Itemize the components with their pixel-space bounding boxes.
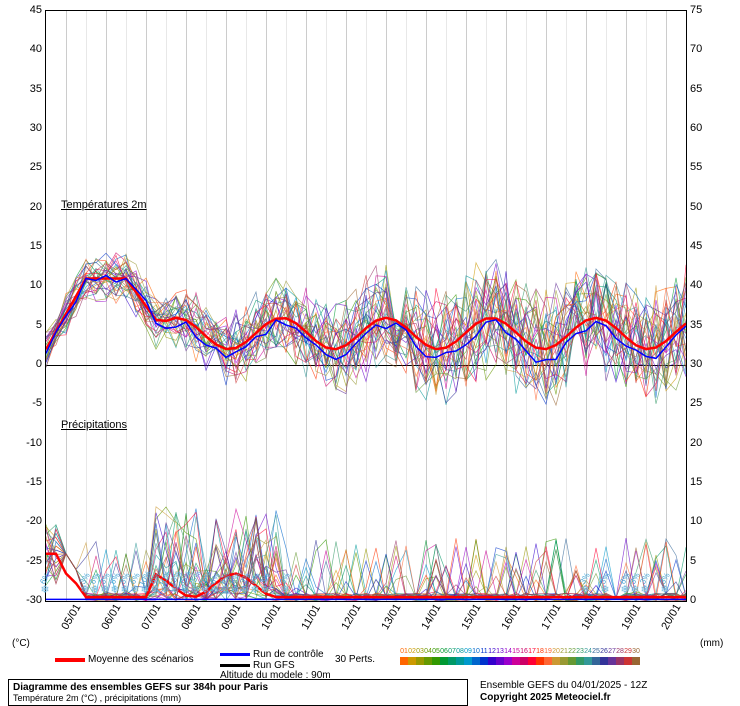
info-subtitle: Température 2m (°C) , précipitations (mm… xyxy=(13,693,463,703)
xtick: 16/01 xyxy=(499,602,523,632)
xtick: 11/01 xyxy=(299,603,323,632)
ytick-left: 45 xyxy=(30,4,42,16)
run-label: Ensemble GEFS du 04/01/2025 - 12Z xyxy=(480,680,647,691)
legend-mean-label: Moyenne des scénarios xyxy=(88,654,194,665)
precip-section-label: Précipitations xyxy=(61,419,127,431)
ytick-right: 55 xyxy=(690,161,702,173)
pert-numbers: 0102030405060708091011121314151617181920… xyxy=(400,648,640,655)
xtick: 14/01 xyxy=(419,602,443,632)
legend-control: Run de contrôle xyxy=(220,649,324,660)
temp-section-label: Températures 2m xyxy=(61,199,147,211)
ytick-left: 15 xyxy=(30,240,42,252)
xtick: 19/01 xyxy=(619,602,643,632)
ytick-left: -15 xyxy=(26,476,42,488)
xtick: 05/01 xyxy=(59,602,83,632)
ytick-right: 45 xyxy=(690,240,702,252)
legend-control-label: Run de contrôle xyxy=(253,649,324,660)
ytick-left: 35 xyxy=(30,83,42,95)
xtick: 17/01 xyxy=(539,602,563,632)
xtick: 18/01 xyxy=(579,602,603,632)
xtick: 07/01 xyxy=(139,602,163,632)
ytick-right: 20 xyxy=(690,437,702,449)
xtick: 10/01 xyxy=(259,602,283,632)
ytick-left: 40 xyxy=(30,43,42,55)
ytick-right: 70 xyxy=(690,43,702,55)
right-axis-unit: (mm) xyxy=(700,638,723,649)
ytick-right: 75 xyxy=(690,4,702,16)
xtick: 12/01 xyxy=(339,602,363,632)
ytick-left: -25 xyxy=(26,555,42,567)
xtick: 15/01 xyxy=(459,602,483,632)
xtick: 13/01 xyxy=(379,602,403,632)
ytick-right: 10 xyxy=(690,515,702,527)
ytick-right: 15 xyxy=(690,476,702,488)
ytick-right: 0 xyxy=(690,594,696,606)
ytick-right: 60 xyxy=(690,122,702,134)
ytick-left: 10 xyxy=(30,279,42,291)
info-title: Diagramme des ensembles GEFS sur 384h po… xyxy=(13,682,463,693)
left-axis-unit: (°C) xyxy=(12,638,30,649)
xtick: 08/01 xyxy=(179,602,203,632)
xtick: 09/01 xyxy=(219,602,243,632)
ytick-right: 5 xyxy=(690,555,696,567)
ytick-right: 25 xyxy=(690,397,702,409)
legend-mean: Moyenne des scénarios xyxy=(55,654,194,665)
pert-colors xyxy=(400,657,640,665)
ytick-right: 35 xyxy=(690,319,702,331)
ytick-left: 25 xyxy=(30,161,42,173)
info-box: Diagramme des ensembles GEFS sur 384h po… xyxy=(8,679,468,706)
ytick-right: 50 xyxy=(690,201,702,213)
xtick: 20/01 xyxy=(659,602,683,632)
ytick-left: -5 xyxy=(32,397,42,409)
xtick: 06/01 xyxy=(99,602,123,632)
copyright: Copyright 2025 Meteociel.fr xyxy=(480,692,611,703)
ytick-left: 0 xyxy=(36,358,42,370)
ytick-right: 40 xyxy=(690,279,702,291)
ensemble-chart: Températures 2m Précipitations -30-25-20… xyxy=(0,0,740,700)
ytick-right: 30 xyxy=(690,358,702,370)
legend-perts-label: 30 Perts. xyxy=(335,654,375,665)
ytick-left: -20 xyxy=(26,515,42,527)
ytick-right: 65 xyxy=(690,83,702,95)
ytick-left: 5 xyxy=(36,319,42,331)
ytick-left: 20 xyxy=(30,201,42,213)
ytick-left: -10 xyxy=(26,437,42,449)
ytick-left: 30 xyxy=(30,122,42,134)
plot-area: Températures 2m Précipitations xyxy=(45,10,687,602)
